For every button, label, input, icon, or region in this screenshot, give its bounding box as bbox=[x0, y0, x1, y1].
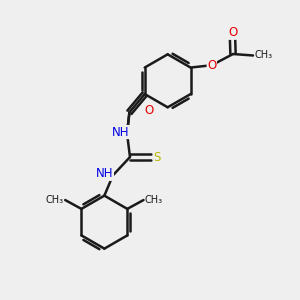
Text: O: O bbox=[144, 104, 153, 117]
Text: O: O bbox=[228, 26, 238, 39]
Text: CH₃: CH₃ bbox=[145, 195, 163, 205]
Text: CH₃: CH₃ bbox=[46, 195, 64, 205]
Text: S: S bbox=[153, 151, 161, 164]
Text: CH₃: CH₃ bbox=[254, 50, 272, 61]
Text: NH: NH bbox=[112, 125, 129, 139]
Text: O: O bbox=[207, 59, 216, 72]
Text: NH: NH bbox=[96, 167, 113, 180]
